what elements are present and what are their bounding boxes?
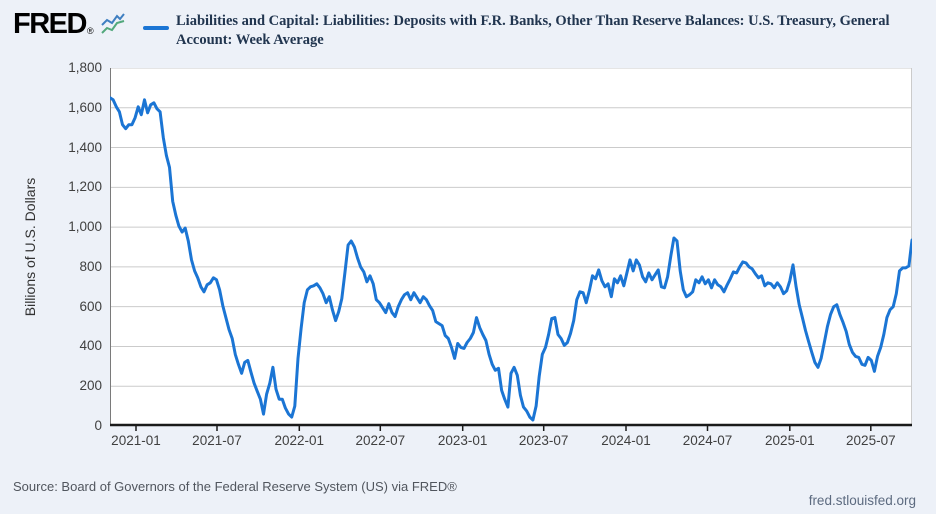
source-note: Source: Board of Governors of the Federa…	[13, 479, 457, 494]
y-tick-label: 800	[79, 258, 102, 274]
registered-mark: ®	[86, 26, 94, 36]
data-line-series	[110, 96, 912, 422]
x-tick-label: 2022-01	[274, 433, 325, 448]
x-tick-label: 2023-07	[518, 433, 569, 448]
x-tick-label: 2025-01	[765, 433, 815, 448]
x-tick-label: 2025-07	[846, 433, 896, 448]
y-tick-label: 200	[79, 378, 102, 394]
y-tick-label: 1,200	[68, 179, 102, 195]
x-tick-label: 2024-01	[601, 433, 651, 448]
y-tick-label: 0	[94, 418, 102, 433]
fred-site-link[interactable]: fred.stlouisfed.org	[808, 493, 916, 508]
x-tick-label: 2022-07	[355, 433, 406, 448]
x-tick-label: 2021-01	[111, 433, 161, 448]
x-tick-label: 2024-07	[682, 433, 733, 448]
y-tick-label: 400	[79, 338, 102, 354]
y-tick-label: 1,800	[68, 60, 102, 75]
fred-logo-text: FRED	[13, 8, 87, 40]
x-tick-label: 2023-01	[437, 433, 488, 448]
fred-chart-icon	[100, 12, 126, 41]
y-tick-label: 600	[79, 298, 102, 314]
y-tick-label: 1,000	[68, 219, 102, 235]
series-title: Liabilities and Capital: Liabilities: De…	[176, 13, 890, 48]
y-tick-label: 1,600	[68, 99, 102, 115]
y-tick-label: 1,400	[68, 139, 102, 155]
series-legend-swatch	[143, 26, 169, 30]
fred-logo[interactable]: FRED ®	[13, 9, 126, 41]
chart-plot-area[interactable]	[110, 68, 912, 434]
x-tick-label: 2021-07	[192, 433, 242, 448]
y-axis-title: Billions of U.S. Dollars	[22, 177, 38, 317]
